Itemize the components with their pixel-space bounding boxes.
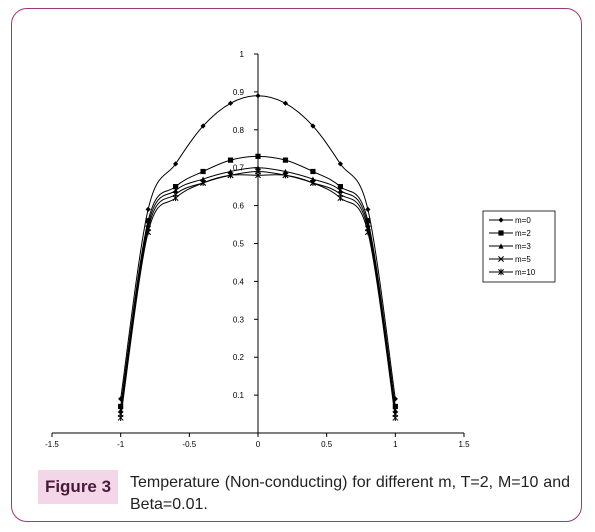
y-tick-label: 0.9 — [233, 88, 245, 97]
data-point — [227, 172, 234, 179]
data-point — [392, 403, 398, 410]
data-point — [145, 218, 151, 224]
data-point — [200, 168, 206, 175]
data-point — [282, 168, 289, 175]
data-point — [173, 184, 179, 190]
data-point — [227, 157, 234, 163]
data-point — [310, 176, 316, 182]
data-point — [282, 172, 289, 179]
data-point — [117, 414, 124, 421]
legend-item: m=3 — [489, 242, 531, 251]
y-tick-label: 0.6 — [233, 202, 245, 211]
data-point — [200, 123, 206, 129]
legend-label: m=3 — [515, 242, 531, 251]
figure-label: Figure 3 — [38, 470, 118, 504]
x-tick-label: -1 — [117, 440, 125, 449]
y-tick-label: 0.2 — [233, 353, 245, 362]
series-m-10 — [117, 172, 399, 421]
y-tick-label: 0.4 — [233, 277, 245, 286]
data-point — [282, 157, 289, 163]
data-point — [310, 123, 316, 129]
data-point — [365, 218, 371, 224]
data-point — [392, 396, 398, 402]
data-point — [337, 194, 344, 202]
data-point — [227, 100, 234, 106]
data-point — [255, 165, 261, 171]
line-chart: -1.5 -1 -0.5 0 0.5 1 1.5 0.1 0.2 0.3 0.4 0.5 0.6 0.7 0… — [45, 50, 556, 449]
y-tick-label: 0.8 — [233, 126, 245, 135]
legend-marker — [498, 230, 504, 236]
data-point — [255, 93, 261, 99]
x-tick-label: 1 — [393, 440, 398, 449]
data-point — [364, 229, 371, 236]
data-point — [255, 153, 261, 159]
series-m-3 — [118, 165, 398, 413]
x-tick-label: -0.5 — [182, 440, 196, 449]
data-point — [282, 100, 289, 106]
data-point — [392, 414, 399, 421]
x-tick-label: 1.5 — [458, 440, 470, 449]
caption-text: Temperature (Non-conducting) for differe… — [130, 474, 570, 513]
data-point — [227, 168, 234, 175]
legend-item: m=10 — [489, 268, 536, 277]
y-tick-label: 0.3 — [233, 315, 245, 324]
data-point — [310, 168, 316, 175]
data-point — [145, 206, 151, 212]
series-m-0 — [118, 93, 398, 402]
legend-marker — [498, 268, 504, 276]
legend-marker — [498, 217, 504, 223]
data-point — [337, 161, 343, 167]
y-tick-label: 0.5 — [233, 240, 245, 249]
data-point — [337, 184, 343, 190]
data-point — [172, 194, 179, 202]
y-tick-label: 1 — [240, 50, 245, 59]
legend-label: m=5 — [515, 255, 531, 264]
x-tick-label: 0 — [256, 440, 261, 449]
data-point — [200, 179, 207, 186]
x-tick-label: -1.5 — [45, 440, 59, 449]
data-point — [255, 172, 261, 179]
data-point — [309, 179, 316, 186]
legend-item: m=2 — [489, 229, 531, 238]
figure-caption: Figure 3 Temperature (Non-conducting) fo… — [38, 470, 578, 520]
data-point — [118, 403, 124, 410]
y-tick-label: 0.1 — [233, 391, 245, 400]
legend-item: m=0 — [489, 216, 531, 225]
y-tick-label: 0.7 — [233, 164, 245, 173]
legend-marker — [498, 243, 504, 249]
legend-label: m=0 — [515, 216, 531, 225]
series-m-2 — [118, 153, 398, 410]
data-point — [337, 187, 343, 194]
legend-label: m=2 — [515, 229, 531, 238]
data-point — [200, 176, 206, 182]
data-point — [173, 161, 179, 167]
data-point — [145, 229, 152, 236]
data-point — [173, 187, 179, 194]
legend-label: m=10 — [515, 268, 536, 277]
legend-item: m=5 — [489, 255, 531, 264]
x-tick-label: 0.5 — [321, 440, 333, 449]
legend-marker — [498, 256, 504, 262]
data-point — [365, 206, 371, 212]
